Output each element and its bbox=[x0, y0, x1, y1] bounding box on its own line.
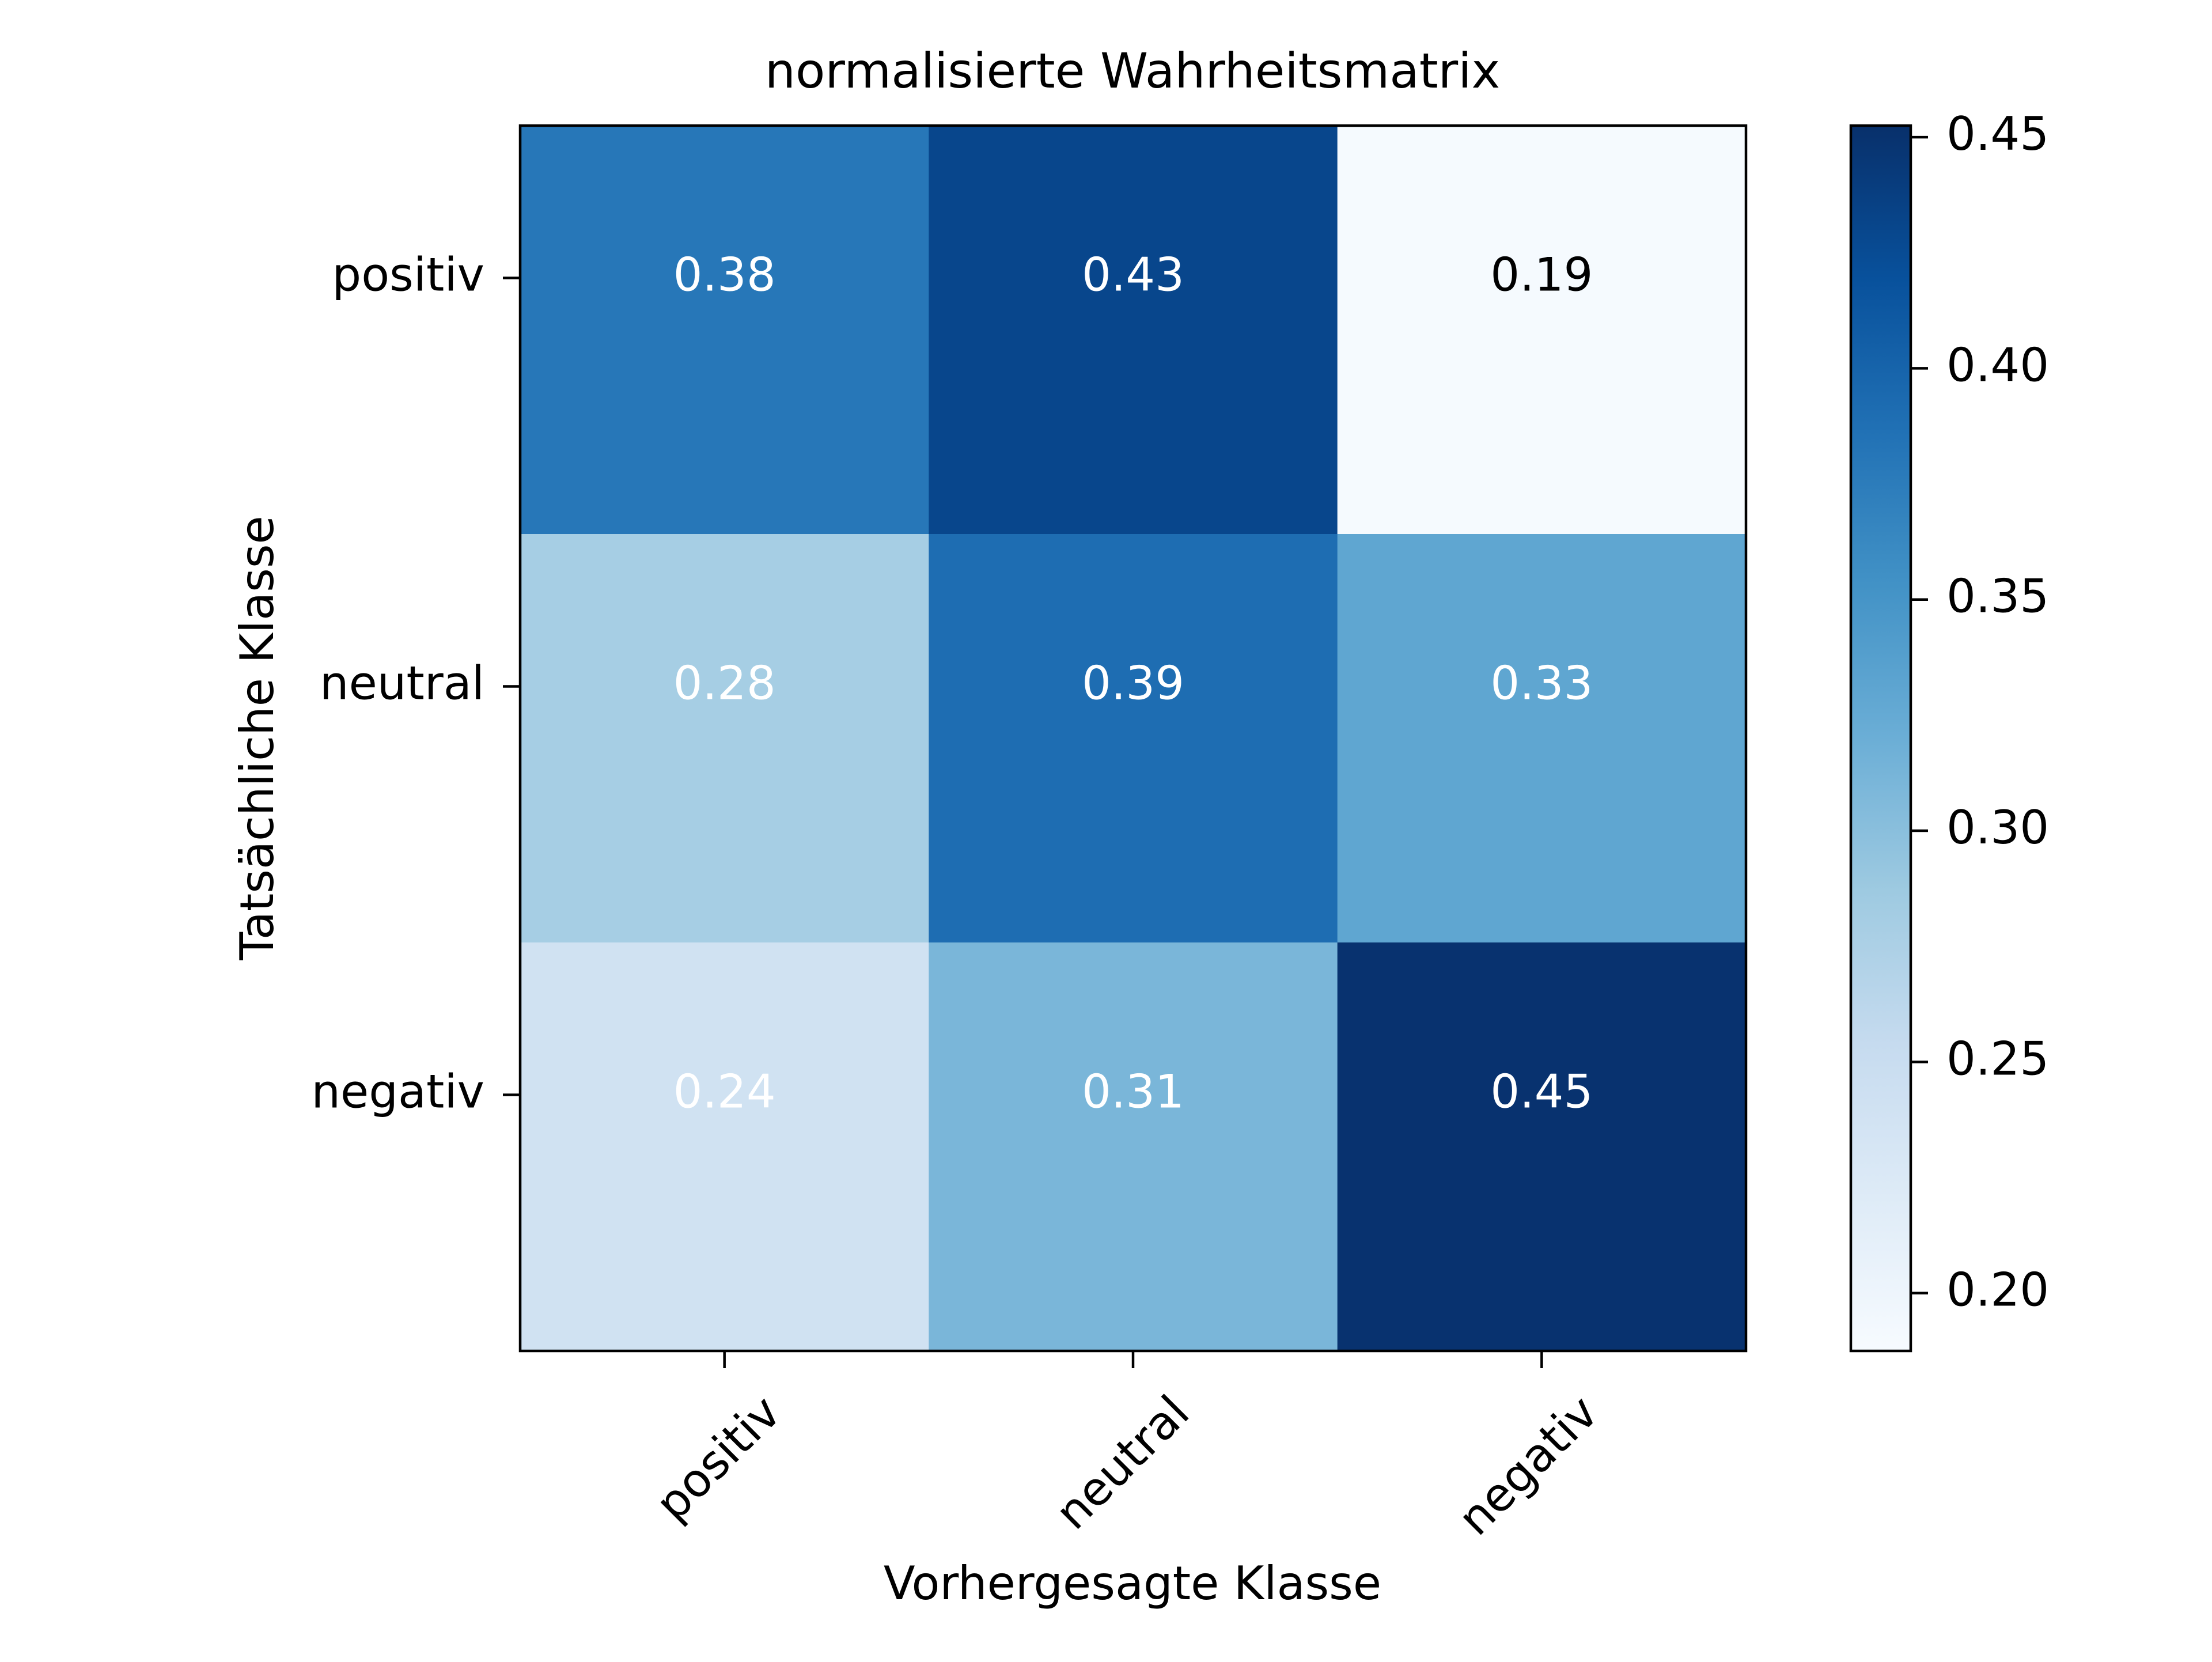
heatmap-cell-r0-c0 bbox=[520, 126, 929, 535]
heatmap-cell-r2-c0 bbox=[520, 942, 929, 1351]
heatmap-cell-label-r1-c2: 0.33 bbox=[1490, 656, 1593, 710]
colorbar-frame bbox=[1849, 124, 1912, 1353]
colorbar: 0.20 0.25 0.30 0.35 0.40 0.45 bbox=[1849, 107, 2049, 1353]
heatmap-cell-label-r0-c0: 0.38 bbox=[673, 248, 776, 301]
heatmap-cell-r1-c0 bbox=[520, 534, 929, 943]
heatmap-cell-label-r0-c2: 0.19 bbox=[1490, 248, 1593, 301]
colorbar-tick-label-2: 0.30 bbox=[1946, 801, 2049, 854]
heatmap-cells bbox=[520, 126, 1747, 1351]
x-axis-ticks: positiv neutral negativ bbox=[645, 1351, 1608, 1546]
chart-title: normalisierte Wahrheitsmatrix bbox=[765, 43, 1501, 99]
heatmap-cell-label-r0-c1: 0.43 bbox=[1082, 248, 1184, 301]
heatmap-cell-r1-c1 bbox=[929, 534, 1338, 943]
heatmap-cell-label-r2-c1: 0.31 bbox=[1082, 1065, 1184, 1118]
colorbar-tick-label-0: 0.20 bbox=[1946, 1263, 2049, 1317]
colorbar-tick-label-3: 0.35 bbox=[1946, 570, 2049, 623]
heatmap-cell-label-r1-c1: 0.39 bbox=[1082, 656, 1184, 710]
heatmap-cell-r2-c1 bbox=[929, 942, 1338, 1351]
colorbar-tick-label-5: 0.45 bbox=[1946, 107, 2049, 161]
colorbar-ticks: 0.20 0.25 0.30 0.35 0.40 0.45 bbox=[1911, 107, 2049, 1317]
x-axis-label: Vorhergesagte Klasse bbox=[884, 1557, 1381, 1610]
y-tick-label-2: negativ bbox=[311, 1065, 484, 1118]
heatmap-cell-r2-c2 bbox=[1337, 942, 1747, 1351]
y-tick-label-1: neutral bbox=[320, 656, 484, 710]
x-tick-label-1: neutral bbox=[1045, 1385, 1199, 1540]
x-tick-label-2: negativ bbox=[1448, 1385, 1608, 1546]
colorbar-gradient bbox=[1851, 126, 1911, 1351]
y-tick-label-0: positiv bbox=[332, 248, 484, 301]
heatmap-cell-r0-c1 bbox=[929, 126, 1338, 535]
colorbar-tick-label-4: 0.40 bbox=[1946, 338, 2049, 392]
heatmap-cell-labels: 0.38 0.43 0.19 0.28 0.39 0.33 0.24 0.31 0.45 bbox=[673, 248, 1593, 1118]
y-axis-ticks: positiv neutral negativ bbox=[311, 248, 520, 1118]
y-axis-label: Tatsächliche Klasse bbox=[230, 516, 284, 960]
heatmap-cell-r0-c2 bbox=[1337, 126, 1747, 535]
heatmap-cell-label-r1-c0: 0.28 bbox=[673, 656, 776, 710]
x-tick-label-0: positiv bbox=[645, 1385, 791, 1531]
heatmap-cell-label-r2-c2: 0.45 bbox=[1490, 1065, 1593, 1118]
heatmap-cell-r1-c2 bbox=[1337, 534, 1747, 943]
colorbar-tick-label-1: 0.25 bbox=[1946, 1032, 2049, 1085]
heatmap-cell-label-r2-c0: 0.24 bbox=[673, 1065, 776, 1118]
